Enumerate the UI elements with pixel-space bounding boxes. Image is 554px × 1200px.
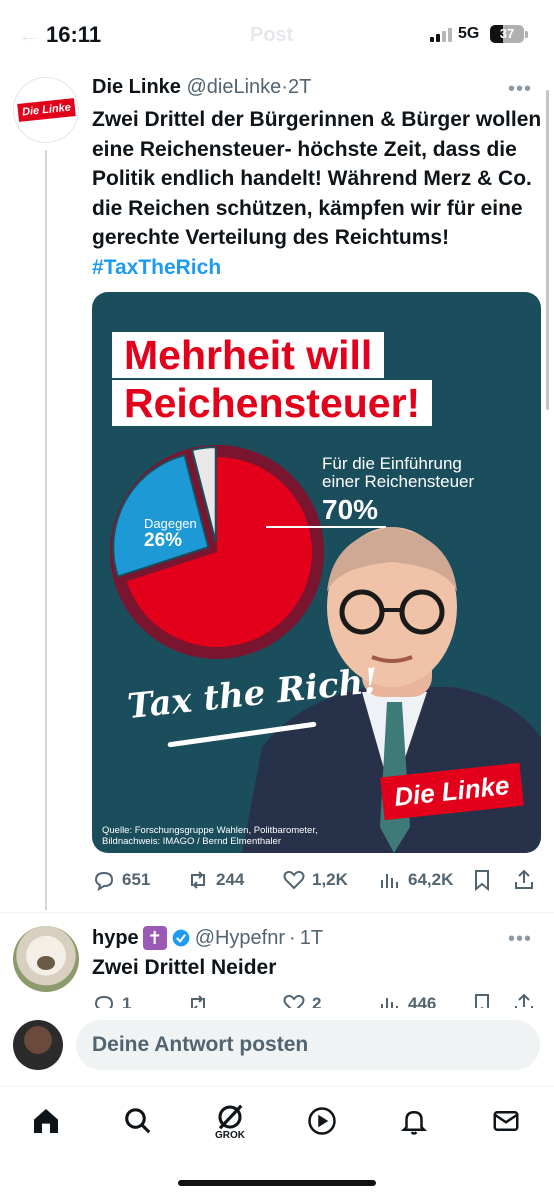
tweet-actions: 651 244 1,2K 64,2K (92, 866, 542, 894)
home-icon (34, 1109, 58, 1133)
like-button[interactable]: 1,2K (282, 868, 348, 892)
reply-composer: Deine Antwort posten (0, 1008, 554, 1080)
repost-button[interactable]: 244 (186, 868, 244, 892)
battery-icon: 37 (490, 25, 524, 43)
pro-label: Für die Einführung einer Reichensteuer (322, 455, 474, 491)
share-button[interactable] (512, 868, 536, 892)
tweet-body: Zwei Drittel der Bürgerinnen & Bürger wo… (92, 108, 542, 249)
reply-icon (94, 995, 114, 1012)
signal-icon (430, 26, 452, 42)
pro-leader-line (266, 526, 386, 528)
bottom-nav: GROK (0, 1086, 554, 1156)
reply-author-name[interactable]: hype (92, 926, 139, 949)
nav-notifications[interactable] (394, 1101, 434, 1141)
pie-slice-con (112, 453, 210, 578)
status-time: 16:11 (46, 22, 102, 47)
my-avatar[interactable] (13, 1020, 63, 1070)
play-icon (308, 1107, 336, 1135)
tweet-header: Die Linke @dieLinke·2T (92, 76, 311, 99)
back-arrow-icon[interactable]: ← (18, 22, 40, 47)
views-button[interactable]: 64,2K (378, 868, 453, 892)
tweet-text: Zwei Drittel der Bürgerinnen & Bürger wo… (92, 105, 542, 282)
bookmark-icon (475, 870, 489, 892)
reply-avatar[interactable] (13, 926, 79, 992)
reply-header-separator: · (289, 926, 296, 949)
reply-more-icon[interactable]: ••• (507, 928, 532, 950)
search-icon (125, 1108, 151, 1134)
avatar-face (37, 956, 55, 970)
headline-line1: Mehrheit will (112, 332, 385, 378)
die-linke-logo: Die Linke (16, 98, 76, 122)
share-icon (515, 869, 533, 889)
repost-icon (191, 995, 205, 1012)
reply-text: Zwei Drittel Neider (92, 956, 277, 979)
bookmark-button[interactable] (470, 868, 494, 892)
pie-chart (110, 445, 324, 659)
pro-label-line2: einer Reichensteuer (322, 472, 475, 491)
home-indicator (178, 1180, 376, 1186)
tweet-media[interactable]: Mehrheit will Reichensteuer! Für die Ein… (92, 292, 541, 853)
reply-button[interactable]: 651 (92, 868, 150, 892)
reply-author-handle[interactable]: @Hypefnr (194, 926, 286, 949)
source-line2: Bildnachweis: IMAGO / Bernd Elmenthaler (102, 836, 281, 847)
views-icon (381, 874, 398, 888)
battery-level: 37 (499, 26, 515, 41)
header-separator: · (281, 76, 288, 98)
thread-connector (45, 150, 47, 910)
heart-icon (283, 994, 305, 1012)
bell-icon (400, 1110, 428, 1135)
cross-emoji-icon: ✝ (142, 926, 167, 950)
scrollbar[interactable] (546, 90, 549, 410)
more-icon[interactable]: ••• (507, 78, 532, 100)
page-title: Post (250, 24, 294, 46)
repost-icon (191, 871, 205, 889)
reply-reply-button[interactable]: 1 (92, 992, 131, 1012)
source-line1: Quelle: Forschungsgruppe Wahlen, Politba… (102, 825, 318, 836)
con-percentage: 26% (144, 530, 183, 551)
author-handle[interactable]: @dieLinke (186, 76, 282, 98)
pie-slice-other (190, 446, 217, 543)
reply-count: 651 (122, 870, 151, 889)
pro-label-line1: Für die Einführung (322, 454, 462, 473)
like-count: 1,2K (312, 870, 348, 889)
con-label: Dagegen (144, 516, 197, 531)
network-label: 5G (458, 25, 480, 42)
reply-views-count: 446 (408, 994, 437, 1012)
reply-like-button[interactable]: 2 (282, 992, 321, 1012)
mail-icon (493, 1111, 519, 1131)
reply-icon (94, 871, 114, 892)
grok-icon (218, 1104, 243, 1129)
repost-count: 244 (216, 870, 245, 889)
nav-grok[interactable]: GROK (210, 1101, 250, 1141)
reply-repost-button[interactable] (186, 992, 210, 1012)
divider (0, 912, 554, 913)
reply-time[interactable]: 1T (299, 926, 324, 949)
avatar[interactable]: Die Linke (13, 77, 79, 143)
battery-tip (525, 31, 528, 38)
pie-slice-pro (126, 457, 312, 647)
pro-percentage: 70% (322, 494, 379, 525)
views-count: 64,2K (408, 870, 454, 889)
reply-input[interactable]: Deine Antwort posten (76, 1020, 540, 1070)
tweet-time[interactable]: 2T (287, 76, 312, 98)
grok-label: GROK (215, 1129, 245, 1141)
nav-search[interactable] (118, 1101, 158, 1141)
status-bar: ← 16:11 Post 5G 37 (0, 0, 554, 70)
reply-reply-count: 1 (122, 994, 132, 1012)
heart-icon (283, 870, 305, 890)
reply-like-count: 2 (312, 994, 322, 1012)
nav-video[interactable] (302, 1101, 342, 1141)
source-credit: Quelle: Forschungsgruppe Wahlen, Politba… (102, 825, 352, 847)
author-name[interactable]: Die Linke (92, 76, 181, 98)
reply-header: hype ✝ @Hypefnr · 1T (92, 926, 323, 950)
nav-home[interactable] (26, 1101, 66, 1141)
verified-badge-icon (172, 929, 190, 947)
hashtag-link[interactable]: #TaxTheRich (92, 255, 222, 279)
nav-messages[interactable] (486, 1101, 526, 1141)
headline-line2: Reichensteuer! (112, 380, 433, 426)
